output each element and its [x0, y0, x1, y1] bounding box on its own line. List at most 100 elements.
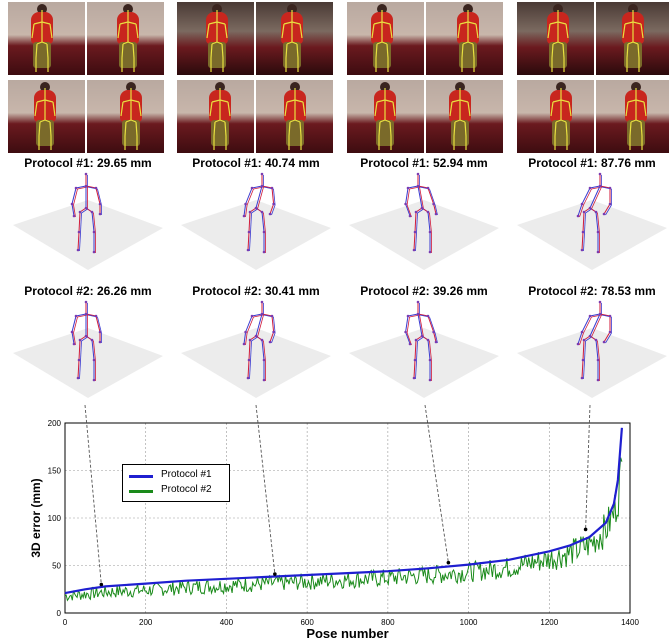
y-tick-label: 150 [48, 467, 62, 476]
pose-overlay [281, 10, 303, 72]
person-head [287, 4, 297, 14]
photo-thumbnail [596, 2, 669, 75]
pose-overlay [457, 10, 479, 72]
person-head [123, 4, 133, 14]
ground-plane [517, 328, 667, 398]
person-legs [376, 120, 394, 146]
person-legs [208, 42, 226, 68]
pose-overlay [625, 88, 647, 150]
pose-overlay [374, 88, 396, 150]
person-head [290, 82, 300, 92]
series-line-protocol1 [64, 427, 623, 595]
pose-overlay [550, 88, 572, 150]
panel-1-protocol2-title: Protocol #2: 26.26 mm [24, 284, 152, 298]
photo-thumbnail [517, 80, 594, 153]
pose-marker [273, 572, 277, 576]
x-tick-label: 400 [220, 618, 234, 627]
panel-2-protocol2-title: Protocol #2: 30.41 mm [192, 284, 320, 298]
ground-plane [181, 200, 331, 270]
y-tick-label: 100 [48, 514, 62, 523]
skeleton-3d [349, 300, 499, 398]
skeleton-3d [181, 172, 331, 270]
x-tick-label: 200 [139, 618, 153, 627]
pose-marker [99, 582, 104, 587]
panel-3-protocol1-title: Protocol #1: 52.94 mm [360, 156, 488, 170]
person-legs [459, 42, 477, 68]
y-axis-label: 3D error (mm) [29, 478, 43, 557]
person-head [628, 4, 638, 14]
skeleton-3d [13, 172, 163, 270]
person-legs [119, 42, 137, 68]
ground-plane [517, 200, 667, 270]
photo-thumbnail [256, 80, 333, 153]
skeleton-3d [517, 300, 667, 398]
plot-frame [64, 422, 631, 614]
person-legs [451, 120, 469, 146]
photo-thumbnail [8, 80, 85, 153]
skeleton-3d [181, 300, 331, 398]
pose-overlay [117, 10, 139, 72]
leader-line [424, 405, 449, 563]
ground-plane [13, 328, 163, 398]
person-head [463, 4, 473, 14]
person-legs [549, 42, 567, 68]
pose-overlay [120, 88, 142, 150]
x-axis-label: Pose number [306, 626, 388, 638]
x-tick-label: 1200 [540, 618, 558, 627]
pose-overlay [547, 10, 569, 72]
pose-overlay [284, 88, 306, 150]
photo-thumbnail [517, 2, 594, 75]
person-legs [283, 42, 301, 68]
x-tick-label: 800 [381, 618, 395, 627]
person-legs [286, 120, 304, 146]
person-legs [122, 120, 140, 146]
photo-thumbnail [8, 2, 85, 75]
legend-label-protocol2: Protocol #2 [161, 484, 212, 495]
panel-2-protocol1-title: Protocol #1: 40.74 mm [192, 156, 320, 170]
photo-thumbnail [256, 2, 333, 75]
ground-plane [349, 200, 499, 270]
person-head [40, 82, 50, 92]
skeleton-3d [349, 172, 499, 270]
pose-overlay [31, 10, 53, 72]
person-head [553, 4, 563, 14]
person-head [455, 82, 465, 92]
y-tick-label: 0 [57, 609, 62, 618]
legend-swatch-protocol2 [129, 490, 153, 493]
ground-plane [13, 200, 163, 270]
y-tick-label: 200 [48, 419, 62, 428]
photo-thumbnail [426, 80, 503, 153]
chart-legend: Protocol #1 Protocol #2 [122, 464, 230, 502]
pose-overlay [622, 10, 644, 72]
panel-1-protocol1-title: Protocol #1: 29.65 mm [24, 156, 152, 170]
photo-thumbnail [87, 2, 164, 75]
x-tick-label: 1000 [460, 618, 478, 627]
person-head [212, 4, 222, 14]
pose-marker [583, 527, 588, 532]
person-head [631, 82, 641, 92]
photo-thumbnail [596, 80, 669, 153]
person-head [380, 82, 390, 92]
person-legs [552, 120, 570, 146]
photo-thumbnail [177, 2, 254, 75]
photo-thumbnail [87, 80, 164, 153]
person-legs [627, 120, 645, 146]
x-tick-label: 600 [300, 618, 314, 627]
x-tick-label: 0 [63, 618, 68, 627]
ground-plane [181, 328, 331, 398]
person-legs [624, 42, 642, 68]
series-line-protocol2 [64, 457, 623, 602]
pose-marker [446, 560, 451, 565]
y-tick-label: 50 [52, 562, 61, 571]
person-head [126, 82, 136, 92]
x-tick-label: 1400 [621, 618, 639, 627]
legend-label-protocol1: Protocol #1 [161, 469, 212, 480]
pose-overlay [34, 88, 56, 150]
pose-overlay [209, 88, 231, 150]
ground-plane [349, 328, 499, 398]
pose-overlay [449, 88, 471, 150]
person-legs [211, 120, 229, 146]
person-head [556, 82, 566, 92]
photo-thumbnail [347, 80, 424, 153]
pose-overlay [206, 10, 228, 72]
